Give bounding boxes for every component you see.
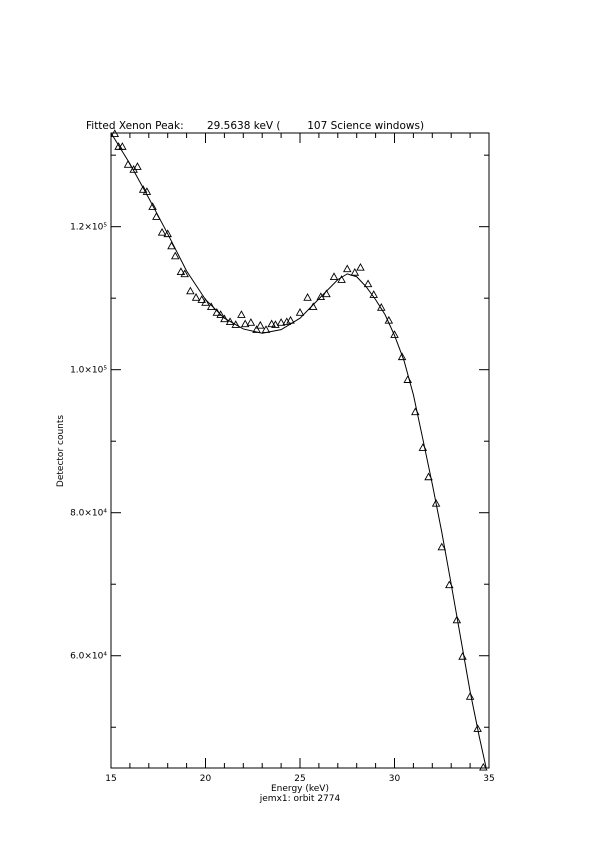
data-point (350, 268, 360, 276)
data-point (197, 295, 206, 303)
data-point (237, 310, 246, 318)
data-point (201, 298, 210, 306)
data-point (246, 318, 256, 326)
data-point (303, 293, 312, 301)
data-point (163, 229, 172, 238)
y-axis-label: Detector counts (56, 415, 66, 487)
data-point (191, 293, 201, 301)
data-point (473, 724, 482, 732)
data-point (431, 498, 441, 507)
data-point (437, 542, 447, 551)
data-point (276, 318, 286, 326)
x-axis-label: Energy (keV) (271, 784, 329, 794)
data-point (363, 279, 373, 288)
data-point (465, 692, 475, 700)
chart-title: Fitted Xenon Peak: 29.5638 keV ( 107 Sci… (86, 120, 424, 132)
x-tick-label: 20 (200, 774, 212, 784)
data-point (390, 330, 399, 338)
data-point (220, 314, 229, 323)
data-point (148, 202, 157, 210)
data-point (329, 272, 339, 280)
caption: jemx1: orbit 2774 (259, 794, 341, 804)
y-tick-label: 6.0×10⁴ (70, 652, 107, 662)
data-point (337, 275, 346, 283)
data-point (240, 319, 250, 328)
data-point (157, 227, 167, 236)
data-point (118, 142, 127, 150)
data-point (186, 286, 195, 295)
y-tick-label: 8.0×10⁴ (70, 509, 107, 519)
data-point (176, 267, 186, 275)
data-point (180, 269, 189, 278)
data-point (133, 162, 142, 170)
data-point (342, 264, 352, 273)
data-point (452, 615, 462, 624)
data-point (110, 129, 120, 137)
x-tick-label: 30 (389, 774, 401, 784)
data-point (216, 310, 225, 318)
data-point (256, 320, 265, 329)
x-tick-label: 25 (294, 774, 305, 784)
data-point (271, 320, 280, 328)
data-point (295, 308, 305, 316)
data-point (316, 292, 326, 301)
data-point (286, 315, 295, 324)
data-point (138, 185, 148, 193)
data-point (356, 263, 365, 271)
data-point (397, 352, 407, 361)
data-point (231, 320, 241, 328)
data-point (377, 303, 386, 311)
data-point (170, 251, 180, 260)
x-tick-label: 15 (105, 774, 116, 784)
y-tick-label: 1.2×10⁵ (70, 223, 107, 233)
x-tick-label: 35 (483, 774, 494, 784)
fit-line (110, 132, 487, 769)
data-point (225, 317, 235, 326)
data-point (267, 319, 276, 328)
data-point (479, 762, 488, 771)
y-tick-label: 1.0×10⁵ (70, 366, 107, 376)
